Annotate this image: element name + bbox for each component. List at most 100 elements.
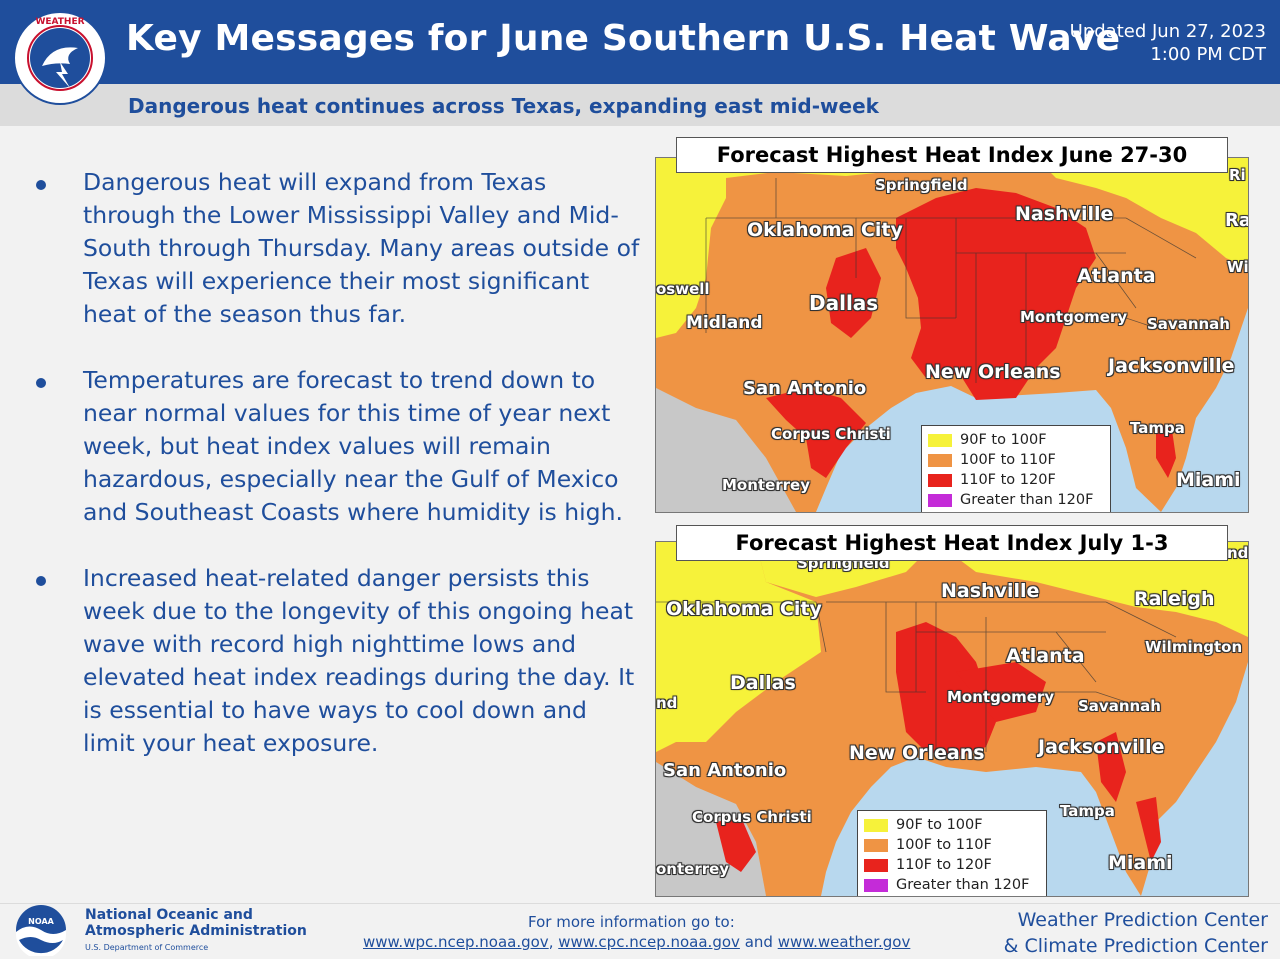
city-label: Wiln — [1227, 258, 1249, 276]
legend-swatch-yellow — [928, 433, 952, 447]
city-label: New Orleans — [925, 361, 1061, 383]
legend-label: 90F to 100F — [960, 432, 1047, 448]
link-wpc[interactable]: www.wpc.ncep.noaa.gov — [363, 933, 549, 951]
center-wpc: Weather Prediction Center — [1017, 909, 1268, 931]
city-label: Ri — [1229, 166, 1246, 184]
legend-item: 110F to 120F — [928, 470, 1104, 490]
noaa-name: National Oceanic and Atmospheric Adminis… — [85, 907, 307, 939]
city-label: Savannah — [1078, 697, 1161, 715]
info-label: For more information go to: — [528, 913, 735, 931]
nws-logo: WEATHER — [13, 11, 107, 105]
legend-item: 90F to 100F — [928, 430, 1104, 450]
key-message-3: Increased heat-related danger persists t… — [32, 562, 642, 760]
city-label: Montgomery — [947, 688, 1055, 706]
city-label: Springfield — [875, 176, 968, 194]
link-and: and — [744, 933, 773, 951]
city-label: Corpus Christi — [771, 425, 891, 443]
legend-item: Greater than 120F — [928, 490, 1104, 510]
footer-bar — [0, 903, 1280, 959]
prediction-centers: Weather Prediction Center & Climate Pred… — [1004, 907, 1268, 959]
city-label: Atlanta — [1077, 265, 1156, 287]
info-links: www.wpc.ncep.noaa.gov, www.cpc.ncep.noaa… — [363, 933, 911, 951]
legend-item: 100F to 110F — [864, 835, 1040, 855]
bullet-dot — [36, 576, 46, 586]
legend-label: 110F to 120F — [960, 472, 1056, 488]
svg-text:WEATHER: WEATHER — [35, 17, 84, 27]
city-label: Monterrey — [722, 476, 811, 494]
city-label: Nashville — [1015, 203, 1114, 225]
center-cpc: & Climate Prediction Center — [1003, 935, 1268, 957]
city-label: Miami — [1108, 852, 1173, 874]
city-label: San Antonio — [743, 378, 867, 399]
legend-swatch-purple — [864, 878, 888, 892]
noaa-name-line1: National Oceanic and — [85, 907, 253, 923]
heat-index-map-june: Springfield Nashville Oklahoma City Rale… — [655, 157, 1249, 513]
key-message-1: Dangerous heat will expand from Texas th… — [32, 166, 642, 331]
bullet-dot — [36, 378, 46, 388]
legend-label: Greater than 120F — [960, 492, 1094, 508]
legend-label: 110F to 120F — [896, 857, 992, 873]
page-title: Key Messages for June Southern U.S. Heat… — [126, 18, 1121, 59]
map2-graphic — [656, 542, 1248, 896]
city-label: Wilmington — [1145, 638, 1243, 656]
legend-swatch-red — [928, 473, 952, 487]
map1-legend: 90F to 100F 100F to 110F 110F to 120F Gr… — [921, 425, 1111, 512]
subtitle: Dangerous heat continues across Texas, e… — [128, 94, 879, 118]
city-label: Montgomery — [1020, 308, 1128, 326]
city-label: oswell — [656, 280, 710, 298]
noaa-dept: U.S. Department of Commerce — [85, 943, 209, 952]
legend-swatch-red — [864, 858, 888, 872]
city-label: Tampa — [1130, 419, 1185, 437]
bullet-dot — [36, 180, 46, 190]
key-message-2: Temperatures are forecast to trend down … — [32, 364, 642, 529]
noaa-name-line2: Atmospheric Administration — [85, 923, 307, 939]
key-message-text: Dangerous heat will expand from Texas th… — [83, 168, 640, 328]
map1-title: Forecast Highest Heat Index June 27-30 — [676, 137, 1228, 173]
updated-time: 1:00 PM CDT — [1150, 44, 1266, 65]
city-label: nd — [656, 694, 678, 712]
legend-item: 100F to 110F — [928, 450, 1104, 470]
city-label: Atlanta — [1006, 645, 1085, 667]
map2-legend: 90F to 100F 100F to 110F 110F to 120F Gr… — [857, 810, 1047, 896]
city-label: Nashville — [941, 580, 1040, 602]
legend-swatch-orange — [928, 453, 952, 467]
legend-swatch-purple — [928, 493, 952, 507]
subtitle-bar — [0, 84, 1280, 126]
legend-label: 100F to 110F — [896, 837, 992, 853]
city-label: Jacksonville — [1108, 355, 1235, 377]
map1-graphic — [656, 158, 1248, 512]
updated-date: Updated Jun 27, 2023 — [1069, 21, 1266, 42]
city-label: Raleigh — [1134, 588, 1215, 610]
heat-index-map-july: Springfield nd Nashville Oklahoma City R… — [655, 541, 1249, 897]
city-label: Rale — [1225, 210, 1249, 231]
updated-timestamp: Updated Jun 27, 2023 1:00 PM CDT — [1070, 20, 1266, 66]
legend-label: 90F to 100F — [896, 817, 983, 833]
legend-swatch-orange — [864, 838, 888, 852]
link-weather-gov[interactable]: www.weather.gov — [777, 933, 911, 951]
city-label: Oklahoma City — [666, 598, 822, 620]
city-label: Corpus Christi — [692, 808, 812, 826]
key-message-text: Temperatures are forecast to trend down … — [83, 366, 623, 526]
map2-title: Forecast Highest Heat Index July 1-3 — [676, 525, 1228, 561]
legend-label: 100F to 110F — [960, 452, 1056, 468]
city-label: Tampa — [1060, 802, 1115, 820]
noaa-logo: NOAA — [16, 905, 66, 956]
header-bar — [0, 0, 1280, 84]
legend-swatch-yellow — [864, 818, 888, 832]
legend-item: 90F to 100F — [864, 815, 1040, 835]
city-label: Dallas — [730, 672, 796, 694]
city-label: Oklahoma City — [747, 219, 903, 241]
key-message-text: Increased heat-related danger persists t… — [83, 564, 635, 757]
legend-item: Greater than 120F — [864, 875, 1040, 895]
city-label: New Orleans — [849, 742, 985, 764]
key-messages-list: Dangerous heat will expand from Texas th… — [32, 166, 642, 793]
link-cpc[interactable]: www.cpc.ncep.noaa.gov — [558, 933, 740, 951]
city-label: Savannah — [1147, 315, 1230, 333]
city-label: Jacksonville — [1038, 736, 1165, 758]
svg-text:NOAA: NOAA — [28, 917, 54, 926]
city-label: San Antonio — [663, 760, 787, 781]
city-label: Dallas — [809, 291, 879, 315]
city-label: onterrey — [656, 860, 730, 878]
city-label: nd — [1227, 544, 1249, 562]
city-label: Midland — [686, 313, 763, 333]
